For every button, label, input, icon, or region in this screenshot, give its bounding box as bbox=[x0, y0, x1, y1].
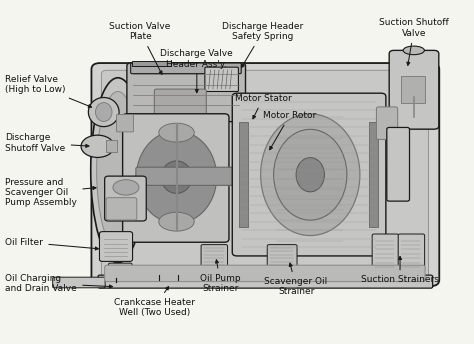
FancyBboxPatch shape bbox=[98, 275, 433, 288]
Ellipse shape bbox=[88, 97, 119, 127]
Ellipse shape bbox=[95, 103, 112, 121]
Text: Crankcase Heater
Well (Two Used): Crankcase Heater Well (Two Used) bbox=[114, 287, 195, 317]
Text: Suction Valve
Plate: Suction Valve Plate bbox=[109, 22, 171, 74]
Text: Relief Valve
(High to Low): Relief Valve (High to Low) bbox=[5, 75, 91, 107]
Ellipse shape bbox=[91, 78, 145, 263]
FancyBboxPatch shape bbox=[155, 89, 206, 117]
Text: Scavenger Oil
Strainer: Scavenger Oil Strainer bbox=[264, 263, 328, 297]
Ellipse shape bbox=[161, 161, 192, 193]
FancyBboxPatch shape bbox=[53, 277, 105, 288]
Ellipse shape bbox=[111, 282, 122, 287]
Text: Suction Shutoff
Valve: Suction Shutoff Valve bbox=[379, 18, 449, 65]
Bar bbox=[369, 122, 378, 227]
FancyBboxPatch shape bbox=[398, 234, 425, 271]
FancyBboxPatch shape bbox=[106, 198, 137, 220]
FancyBboxPatch shape bbox=[387, 128, 410, 201]
Ellipse shape bbox=[296, 158, 324, 192]
Text: Oil Charging
and Drain Valve: Oil Charging and Drain Valve bbox=[5, 273, 112, 293]
FancyBboxPatch shape bbox=[131, 63, 241, 74]
FancyBboxPatch shape bbox=[105, 265, 425, 282]
FancyBboxPatch shape bbox=[105, 176, 146, 221]
Text: Discharge Header
Safety Spring: Discharge Header Safety Spring bbox=[222, 22, 304, 67]
FancyBboxPatch shape bbox=[376, 107, 398, 139]
FancyBboxPatch shape bbox=[101, 70, 428, 279]
Bar bbox=[132, 61, 171, 66]
Text: Motor Stator: Motor Stator bbox=[235, 94, 292, 119]
FancyBboxPatch shape bbox=[100, 232, 133, 261]
Ellipse shape bbox=[261, 114, 360, 236]
FancyBboxPatch shape bbox=[389, 50, 439, 129]
FancyBboxPatch shape bbox=[91, 63, 439, 286]
Text: Oil Filter: Oil Filter bbox=[5, 238, 99, 250]
Text: Motor Rotor: Motor Rotor bbox=[263, 111, 316, 150]
Ellipse shape bbox=[154, 270, 164, 281]
Ellipse shape bbox=[113, 180, 139, 195]
Ellipse shape bbox=[159, 212, 194, 231]
Ellipse shape bbox=[173, 270, 183, 281]
FancyBboxPatch shape bbox=[372, 234, 399, 271]
Text: Oil Pump
Strainer: Oil Pump Strainer bbox=[200, 260, 241, 293]
FancyBboxPatch shape bbox=[123, 114, 229, 242]
Text: Discharge
Shutoff Valve: Discharge Shutoff Valve bbox=[5, 133, 89, 153]
Text: Suction Strainers: Suction Strainers bbox=[361, 257, 439, 284]
Ellipse shape bbox=[137, 131, 217, 223]
FancyBboxPatch shape bbox=[109, 263, 132, 279]
Text: Pressure and
Scavenger Oil
Pump Assembly: Pressure and Scavenger Oil Pump Assembly bbox=[5, 178, 96, 207]
Ellipse shape bbox=[159, 123, 194, 142]
Ellipse shape bbox=[97, 92, 139, 249]
Ellipse shape bbox=[273, 129, 347, 220]
FancyBboxPatch shape bbox=[232, 93, 386, 256]
Ellipse shape bbox=[81, 135, 114, 158]
FancyBboxPatch shape bbox=[267, 245, 297, 269]
Text: Discharge Valve
Header Ass'y.: Discharge Valve Header Ass'y. bbox=[161, 49, 233, 93]
Bar bbox=[401, 76, 425, 104]
FancyBboxPatch shape bbox=[201, 245, 228, 269]
Bar bbox=[106, 140, 118, 152]
FancyBboxPatch shape bbox=[117, 115, 134, 132]
FancyBboxPatch shape bbox=[136, 167, 409, 185]
Bar bbox=[239, 122, 248, 227]
FancyBboxPatch shape bbox=[205, 67, 238, 92]
Ellipse shape bbox=[403, 46, 424, 55]
FancyBboxPatch shape bbox=[127, 63, 246, 122]
